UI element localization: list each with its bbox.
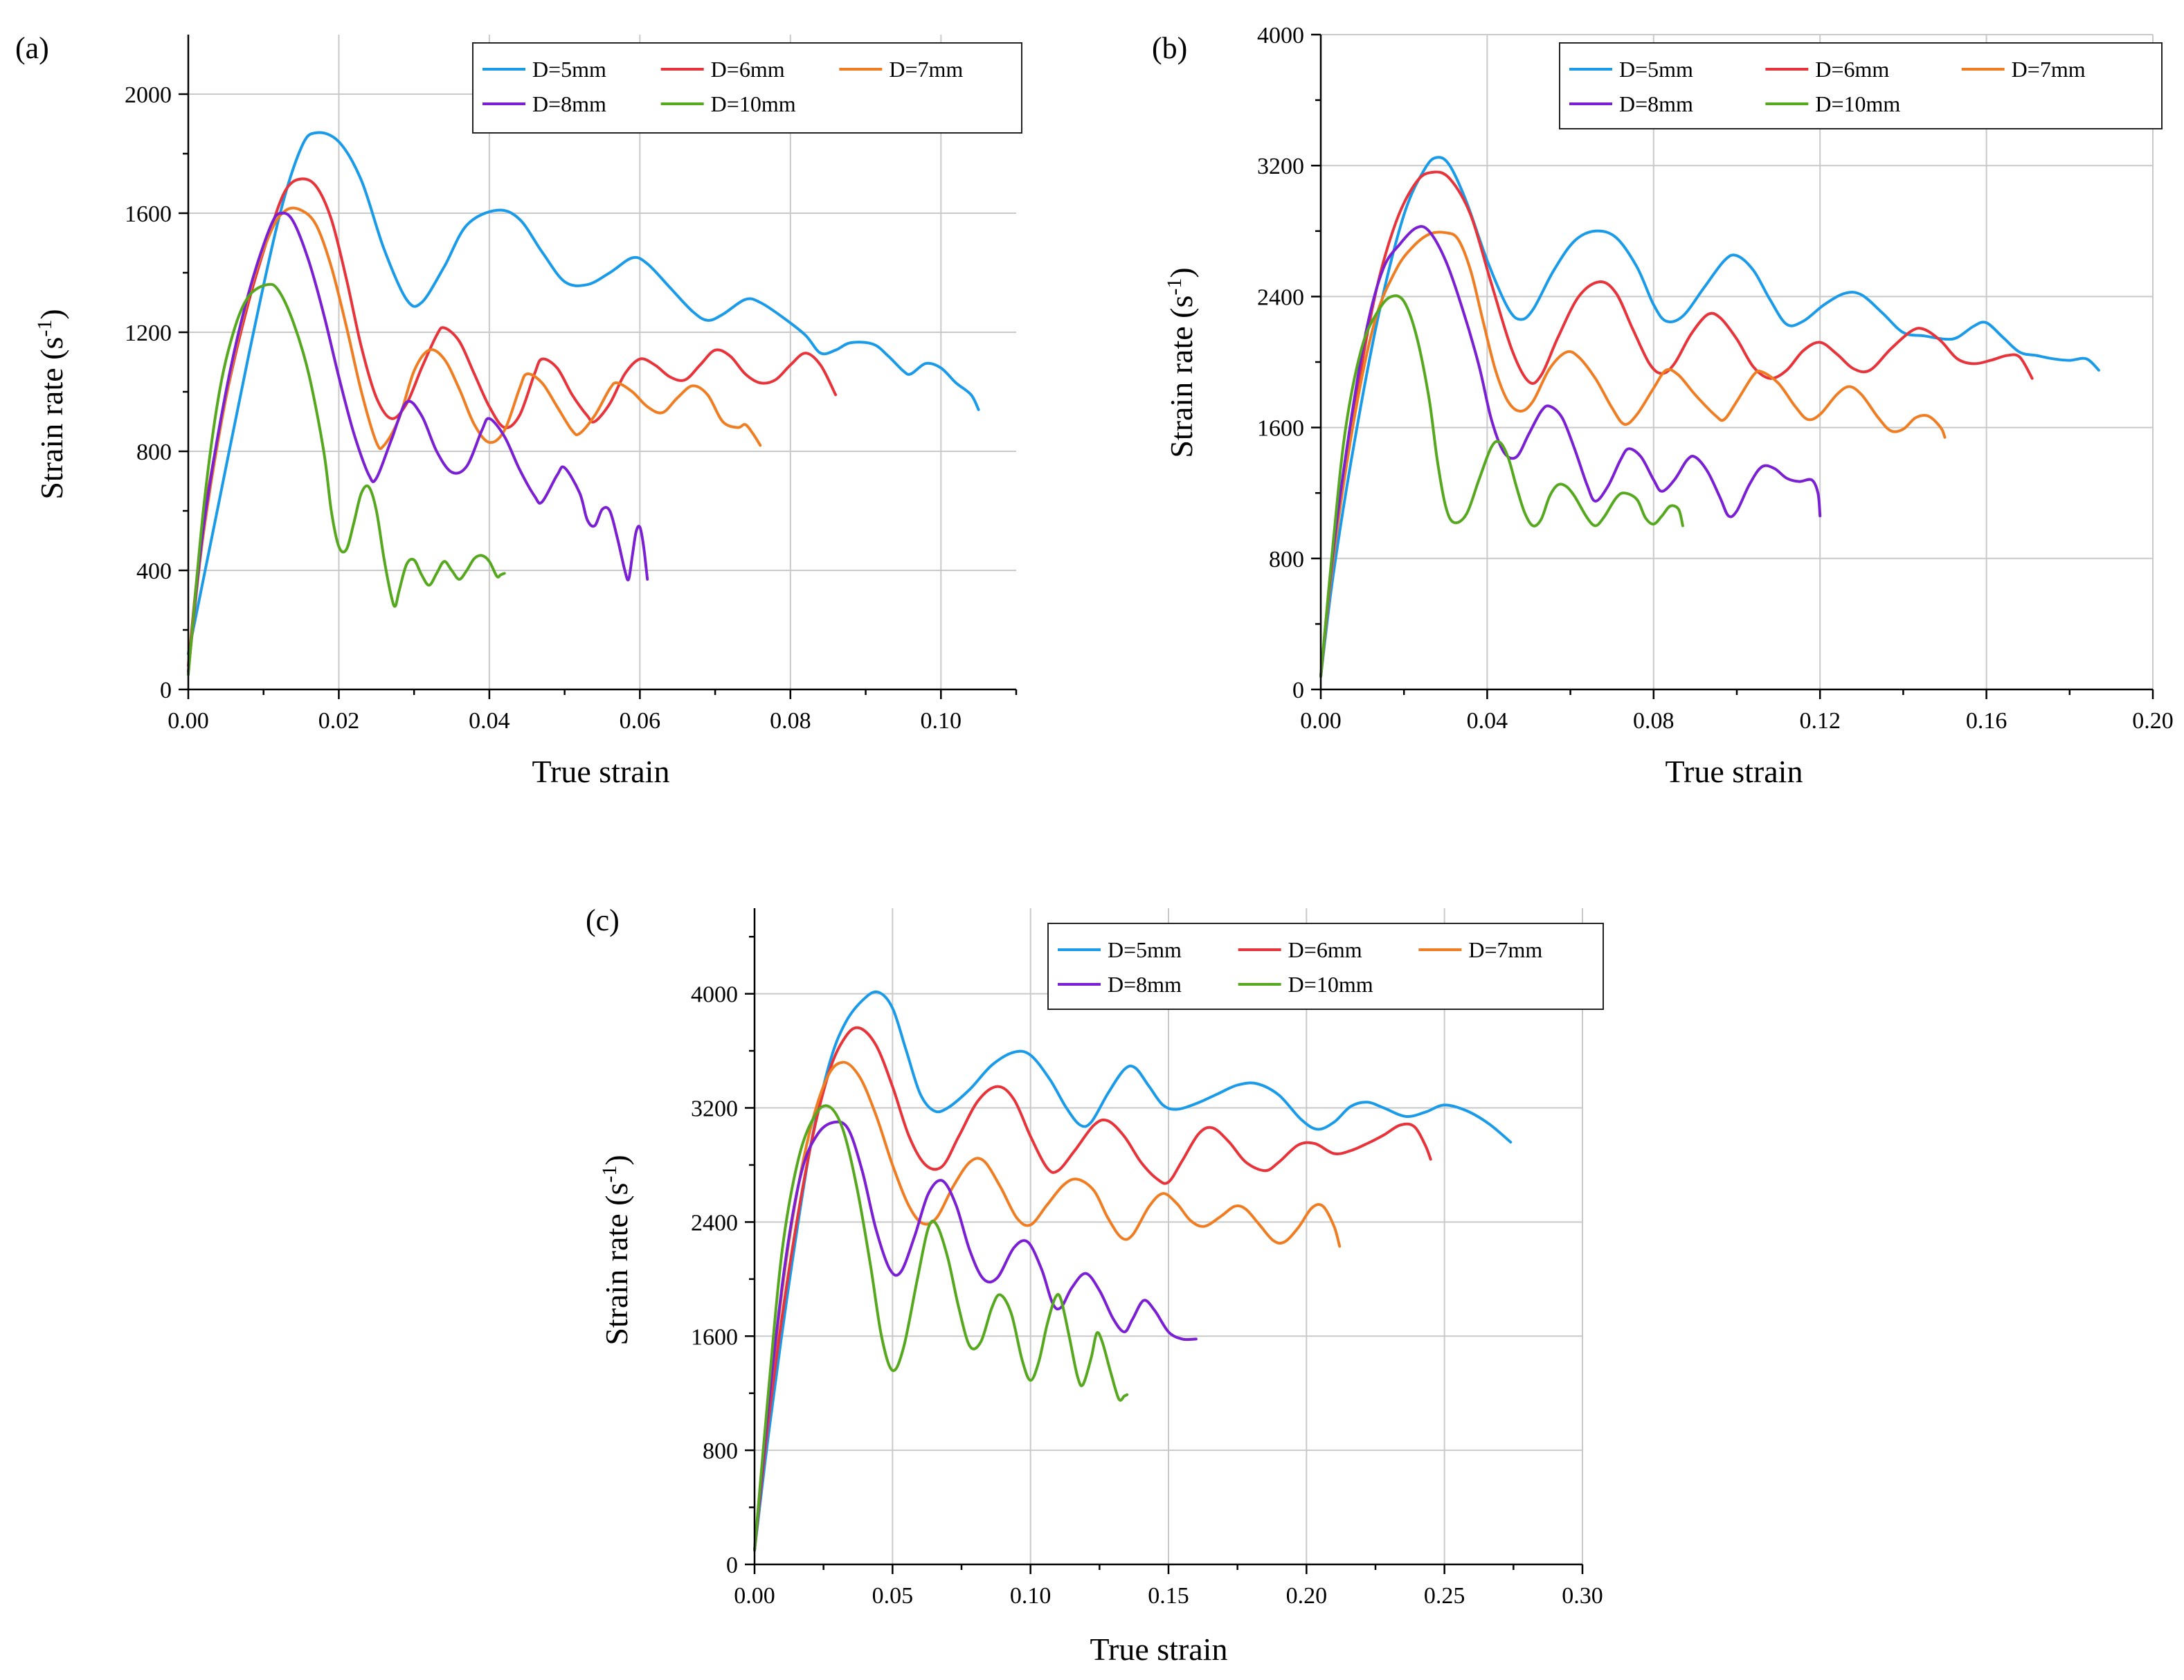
series-line-d-5mm — [753, 990, 1513, 1552]
legend-label: D=8mm — [1619, 91, 1693, 116]
legend-frame — [1047, 923, 1604, 1010]
series-line-d-6mm — [1319, 170, 2034, 678]
x-tick-label: 0.04 — [1467, 708, 1508, 734]
x-tick-label: 0.20 — [2132, 708, 2174, 734]
y-tick-label: 800 — [703, 1438, 738, 1464]
x-tick-label: 0.10 — [1010, 1583, 1052, 1609]
y-tick-label: 400 — [136, 559, 172, 584]
x-tick-label: 0.20 — [1286, 1583, 1328, 1609]
x-tick-label: 0.30 — [1562, 1583, 1603, 1609]
x-tick-label: 0.00 — [168, 708, 209, 734]
y-tick-label: 3200 — [1257, 154, 1304, 179]
y-tick-label: 800 — [1269, 547, 1304, 572]
panel-label: (b) — [1152, 31, 1187, 65]
legend-label: D=7mm — [2012, 57, 2086, 82]
y-axis-title-text: Strain rate (s — [599, 1183, 634, 1346]
y-axis-title-superscript: -1 — [33, 320, 56, 337]
series-line-d-6mm — [753, 1026, 1432, 1552]
series-line-d-8mm — [1319, 225, 1822, 678]
legend-label: D=8mm — [1108, 972, 1182, 997]
series-line-d-6mm — [187, 177, 838, 667]
legend-label: D=8mm — [532, 91, 606, 116]
y-axis-title: Strain rate (s-1) — [1163, 267, 1199, 458]
panel-label: (c) — [586, 903, 620, 937]
x-tick-label: 0.04 — [469, 708, 510, 734]
y-tick-label: 2400 — [691, 1210, 738, 1236]
chart-panel-b: (b) 0.00 0.04 0.08 0.12 0.16 0.20 0 800 1600 2400… — [1152, 23, 2174, 789]
y-axis-title-end: ) — [599, 1155, 634, 1165]
y-axis-title-end: ) — [34, 309, 69, 319]
y-axis-title-end: ) — [1164, 267, 1199, 278]
legend: D=5mm D=6mm D=7mm D=8mm D=10mm — [1559, 42, 2163, 129]
series-line-d-10mm — [187, 282, 506, 676]
y-tick-label: 4000 — [691, 982, 738, 1008]
y-tick-label: 0 — [1292, 678, 1304, 703]
legend-label: D=5mm — [1108, 937, 1182, 962]
y-axis-title-superscript: -1 — [598, 1166, 621, 1183]
y-tick-label: 4000 — [1257, 23, 1304, 48]
legend-label: D=5mm — [1619, 57, 1693, 82]
y-tick-label: 0 — [726, 1553, 738, 1578]
chart-panel-c: (c) 0.00 0.05 0.10 0.15 0.20 0.25 0.30 0 800 1600… — [586, 903, 1604, 1667]
y-axis-title: Strain rate (s-1) — [598, 1155, 634, 1345]
y-tick-label: 800 — [136, 440, 172, 465]
legend-label: D=10mm — [711, 91, 796, 116]
x-tick-label: 0.15 — [1148, 1583, 1189, 1609]
legend-label: D=7mm — [1468, 937, 1542, 962]
x-axis-title: True strain — [1090, 1632, 1228, 1667]
series-line-d-10mm — [753, 1104, 1129, 1552]
y-axis-title-text: Strain rate (s — [1164, 296, 1199, 458]
y-tick-label: 2400 — [1257, 284, 1304, 310]
legend: D=5mm D=6mm D=7mm D=8mm D=10mm — [472, 42, 1022, 134]
x-tick-label: 0.06 — [620, 708, 661, 734]
series-line-d-7mm — [187, 206, 762, 674]
legend-label: D=6mm — [1288, 937, 1362, 962]
y-axis-title-text: Strain rate (s — [34, 337, 69, 500]
y-tick-label: 1200 — [125, 320, 172, 346]
series-line-d-7mm — [753, 1060, 1342, 1552]
chart-panel-a: (a) 0.00 0.02 0.04 0.06 0.08 0.10 0 400 800 1200 1… — [15, 31, 1022, 789]
y-tick-label: 2000 — [125, 82, 172, 108]
x-tick-label: 0.08 — [770, 708, 811, 734]
legend-label: D=10mm — [1815, 91, 1900, 116]
x-tick-label: 0.16 — [1966, 708, 2007, 734]
x-tick-label: 0.00 — [1300, 708, 1342, 734]
series-line-d-5mm — [187, 131, 980, 656]
x-tick-label: 0.08 — [1633, 708, 1675, 734]
y-tick-label: 0 — [160, 678, 172, 703]
y-axis-title-superscript: -1 — [1163, 278, 1186, 296]
legend: D=5mm D=6mm D=7mm D=8mm D=10mm — [1047, 923, 1604, 1010]
x-tick-label: 0.25 — [1424, 1583, 1465, 1609]
legend-label: D=6mm — [711, 57, 785, 82]
legend-label: D=7mm — [889, 57, 963, 82]
y-tick-label: 1600 — [1257, 416, 1304, 442]
legend-label: D=5mm — [532, 57, 606, 82]
x-tick-label: 0.10 — [921, 708, 962, 734]
y-tick-label: 1600 — [691, 1324, 738, 1350]
y-tick-label: 3200 — [691, 1096, 738, 1122]
series-line-d-10mm — [1319, 294, 1684, 678]
x-axis-title: True strain — [532, 754, 670, 789]
legend-label: D=6mm — [1815, 57, 1889, 82]
x-tick-label: 0.00 — [734, 1583, 775, 1609]
y-tick-label: 1600 — [125, 201, 172, 227]
x-tick-label: 0.05 — [872, 1583, 914, 1609]
panel-label: (a) — [15, 31, 49, 65]
x-tick-label: 0.02 — [318, 708, 360, 734]
series-line-d-8mm — [187, 211, 649, 674]
legend-frame — [472, 42, 1022, 134]
legend-label: D=10mm — [1288, 972, 1373, 997]
series-line-d-5mm — [1319, 156, 2100, 678]
series-line-d-7mm — [1319, 231, 1947, 678]
y-axis-title: Strain rate (s-1) — [33, 309, 69, 499]
legend-frame — [1559, 42, 2163, 129]
x-tick-label: 0.12 — [1799, 708, 1841, 734]
series-line-d-8mm — [753, 1120, 1198, 1552]
x-axis-title: True strain — [1666, 754, 1803, 789]
